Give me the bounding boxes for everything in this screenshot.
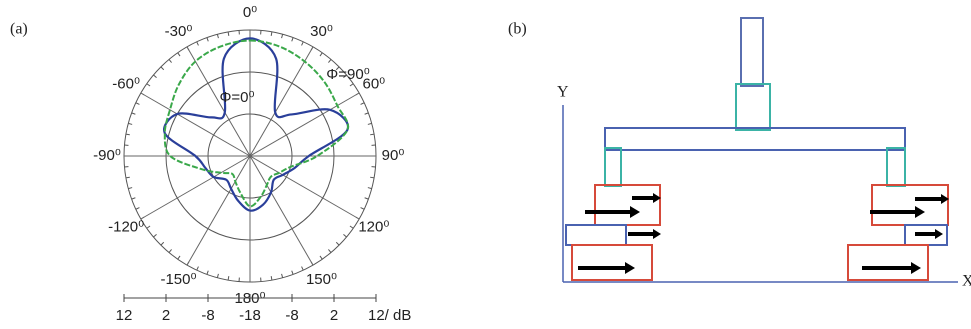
minor-tick xyxy=(370,134,374,135)
left-upper-patch xyxy=(595,185,660,225)
angle-label: 120⁰ xyxy=(358,218,389,235)
minor-tick xyxy=(370,177,374,178)
arrow-heads xyxy=(625,193,949,274)
axes xyxy=(563,105,958,282)
minor-tick xyxy=(228,276,229,280)
minor-tick xyxy=(320,53,322,56)
scale-label: -18 xyxy=(239,307,261,324)
minor-tick xyxy=(368,188,372,189)
minor-tick xyxy=(350,84,353,86)
angle-label: 150⁰ xyxy=(306,271,337,288)
minor-tick xyxy=(336,242,339,245)
minor-tick xyxy=(136,208,140,210)
grid-spoke xyxy=(250,156,313,265)
minor-tick xyxy=(132,113,136,114)
minor-tick xyxy=(361,208,365,210)
minor-tick xyxy=(271,276,272,280)
minor-tick xyxy=(136,103,140,105)
minor-tick xyxy=(197,267,199,271)
minor-tick xyxy=(368,123,372,124)
minor-tick xyxy=(292,271,293,275)
series-label: Φ=0⁰ xyxy=(219,89,254,106)
minor-tick xyxy=(302,42,304,46)
figure: (a) (b) xyxy=(0,0,971,329)
scale-label: 12/ dB xyxy=(368,307,411,324)
minor-tick xyxy=(302,267,304,271)
series-curve xyxy=(165,41,348,207)
minor-tick xyxy=(128,123,132,124)
minor-tick xyxy=(169,59,172,62)
angle-label: -120⁰ xyxy=(108,218,144,235)
feed-line xyxy=(741,18,763,86)
minor-tick xyxy=(153,75,156,78)
left-lower-patch xyxy=(572,245,652,280)
grid-spoke xyxy=(250,47,313,156)
angle-label: 0⁰ xyxy=(243,4,257,21)
minor-tick xyxy=(178,53,180,56)
minor-tick xyxy=(217,274,218,278)
minor-tick xyxy=(161,67,164,70)
main-branch xyxy=(605,128,905,150)
minor-tick xyxy=(365,113,369,114)
minor-tick xyxy=(365,198,369,199)
angle-label: 30⁰ xyxy=(310,23,333,40)
minor-tick xyxy=(292,38,293,42)
minor-tick xyxy=(282,34,283,38)
series-label: Φ=90⁰ xyxy=(326,66,369,83)
minor-tick xyxy=(178,256,180,259)
minor-tick xyxy=(128,188,132,189)
right-stem xyxy=(887,148,905,186)
minor-tick xyxy=(350,226,353,228)
axis-label: X xyxy=(962,273,971,290)
panel-label: (b) xyxy=(508,21,527,38)
angle-label: 90⁰ xyxy=(382,147,405,164)
minor-tick xyxy=(207,271,208,275)
minor-tick xyxy=(228,32,229,36)
minor-tick xyxy=(153,234,156,237)
minor-tick xyxy=(147,84,150,86)
minor-tick xyxy=(282,274,283,278)
minor-tick xyxy=(328,249,331,252)
scale-label: 12 xyxy=(116,307,133,324)
minor-tick xyxy=(217,34,218,38)
minor-tick xyxy=(132,198,136,199)
minor-tick xyxy=(207,38,208,42)
minor-tick xyxy=(147,226,150,228)
left-mid-patch xyxy=(566,225,626,245)
minor-tick xyxy=(271,32,272,36)
minor-tick xyxy=(197,42,199,46)
scale-label: -8 xyxy=(201,307,214,324)
grid-spoke xyxy=(141,156,250,219)
scale-label: 2 xyxy=(330,307,338,324)
current-diagram xyxy=(563,18,958,282)
angle-label: -30⁰ xyxy=(165,23,193,40)
angle-label: -60⁰ xyxy=(112,75,140,92)
minor-tick xyxy=(328,59,331,62)
panel-label: (a) xyxy=(10,21,28,38)
minor-tick xyxy=(169,249,172,252)
scale-label: -8 xyxy=(285,307,298,324)
minor-tick xyxy=(126,177,130,178)
axis-label: Y xyxy=(557,84,569,101)
minor-tick xyxy=(126,134,130,135)
right-upper-patch xyxy=(872,185,948,225)
scale-label: 2 xyxy=(162,307,170,324)
right-lower-patch xyxy=(848,245,928,280)
minor-tick xyxy=(361,103,365,105)
left-stem xyxy=(605,148,621,186)
grid-spoke xyxy=(250,93,359,156)
angle-label: -90⁰ xyxy=(93,147,121,164)
minor-tick xyxy=(343,234,346,237)
minor-tick xyxy=(161,242,164,245)
transformer xyxy=(736,84,770,130)
angle-label: -150⁰ xyxy=(160,271,196,288)
minor-tick xyxy=(320,256,322,259)
